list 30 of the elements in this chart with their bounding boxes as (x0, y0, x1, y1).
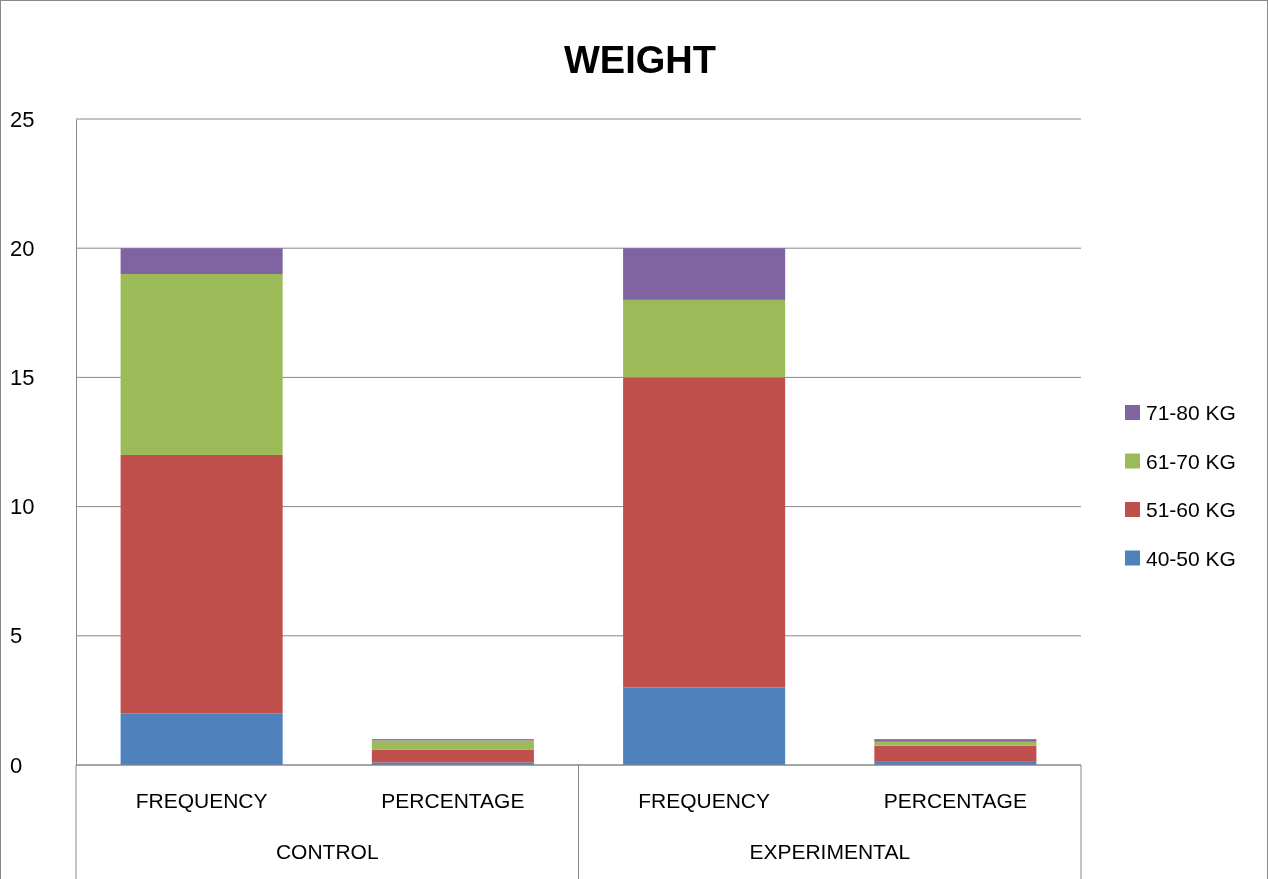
y-tick-label: 15 (10, 364, 35, 390)
bar (623, 299, 786, 378)
y-tick-label: 5 (10, 623, 23, 649)
legend-label: 40-50 KG (1146, 546, 1236, 570)
y-tick-label: 25 (10, 106, 35, 132)
x-tick-label: FREQUENCY (135, 789, 268, 812)
x-tick-label: FREQUENCY (638, 789, 771, 812)
legend-label: 71-80 KG (1146, 401, 1236, 424)
x-tick-label: PERCENTAGE (381, 789, 525, 812)
bar (623, 377, 786, 688)
text: EXPERIMENTAL (749, 840, 911, 863)
bar (874, 741, 1037, 746)
bar (120, 274, 283, 455)
x-tick-label: PERCENTAGE (883, 789, 1027, 812)
legend-label: 61-70 KG (1146, 449, 1236, 473)
bar (120, 248, 283, 275)
legend-label: 51-60 KG (1146, 498, 1236, 521)
bar (623, 687, 786, 765)
bar (874, 739, 1037, 742)
bar (371, 740, 534, 750)
y-tick-label: 10 (10, 494, 35, 520)
y-tick-label: 0 (10, 752, 23, 778)
y-tick-label: 20 (10, 235, 35, 261)
bar (371, 749, 534, 763)
bar (120, 713, 283, 765)
chart-title: WEIGHT (564, 39, 716, 81)
bar (120, 454, 283, 714)
bar (874, 745, 1037, 762)
text: CONTROL (275, 840, 379, 863)
bar (623, 248, 786, 300)
